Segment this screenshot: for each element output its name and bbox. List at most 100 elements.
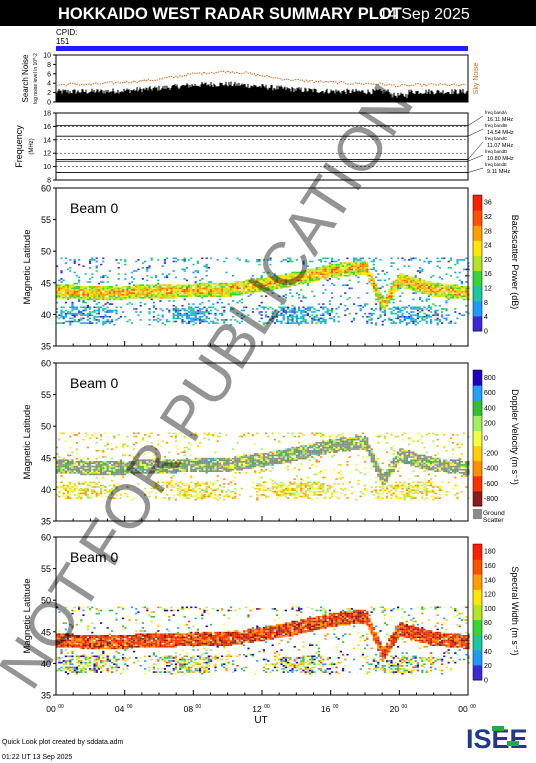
freq-band-connector bbox=[467, 167, 484, 173]
sky-noise-line bbox=[56, 69, 467, 88]
x-tick-sup: 00 bbox=[196, 704, 202, 710]
colorbar-cell bbox=[473, 247, 482, 253]
freq-band-connector bbox=[467, 115, 484, 126]
x-tick-label: 12 bbox=[252, 704, 262, 714]
colorbar-cell bbox=[473, 581, 482, 587]
colorbar-cell bbox=[473, 206, 482, 211]
freq-band-value: 14.54 MHz bbox=[487, 130, 514, 136]
lat-tick-label: 50 bbox=[41, 596, 51, 606]
colorbar-cell bbox=[473, 308, 482, 313]
colorbar-tick-label: 4 bbox=[484, 314, 488, 321]
isee-logo: ISEE bbox=[466, 724, 528, 754]
freq-band-value: 11.07 MHz bbox=[487, 143, 513, 149]
colorbar-cell bbox=[473, 630, 482, 636]
cpid-bar bbox=[56, 46, 468, 51]
lat-tick-label: 40 bbox=[41, 310, 51, 320]
colorbar-tick-label: 20 bbox=[484, 257, 492, 264]
colorbar-cell bbox=[473, 289, 482, 294]
colorbar-cell bbox=[473, 232, 482, 238]
cpid-value: 151 bbox=[56, 37, 70, 46]
colorbar-tick-label: -400 bbox=[484, 466, 498, 473]
colorbar-cell bbox=[473, 426, 482, 431]
freq-band-connector bbox=[467, 128, 484, 137]
colorbar-cell bbox=[473, 578, 482, 583]
freq-band-connector bbox=[467, 141, 484, 160]
plot-date: 14 Sep 2025 bbox=[379, 6, 470, 23]
colorbar-tick-label: 40 bbox=[484, 649, 492, 656]
freq-band-value: 16.11 MHz bbox=[487, 117, 513, 123]
noise-ylabel-sub: log noise level in 10^-2 bbox=[33, 53, 39, 104]
x-tick-label: 08 bbox=[184, 704, 194, 714]
colorbar-cell bbox=[473, 441, 482, 447]
colorbar-cell bbox=[473, 293, 482, 298]
noise-panel: 0 2 4 6 8 10 Search Noise log noise level in 10… bbox=[21, 53, 480, 107]
colorbar-tick-label: 28 bbox=[484, 228, 492, 235]
colorbar-cell bbox=[473, 608, 482, 613]
colorbar-cell bbox=[473, 619, 482, 624]
sky-noise-label: Sky Noise bbox=[473, 63, 480, 95]
colorbar-cell bbox=[473, 278, 482, 283]
lat-tick-label: 60 bbox=[41, 184, 51, 194]
lat-tick-label: 55 bbox=[41, 564, 51, 574]
freq-band-label: freq bandB bbox=[485, 123, 507, 128]
colorbar-cell bbox=[473, 562, 482, 568]
freq-tick-label: 10 bbox=[43, 164, 51, 171]
x-tick-sup: 00 bbox=[402, 704, 408, 710]
colorbar-cell bbox=[473, 213, 482, 219]
colorbar-cell bbox=[473, 449, 482, 454]
colorbar-cell bbox=[473, 585, 482, 590]
noise-tick-label: 2 bbox=[47, 90, 51, 97]
width-panel: 35 40 45 50 55 60 Magnetic Latitude Beam 0 0 20 40… bbox=[22, 533, 520, 701]
colorbar-cell bbox=[473, 668, 482, 673]
colorbar-cell bbox=[473, 195, 482, 200]
x-tick-sup: 00 bbox=[333, 704, 339, 710]
colorbar-cell bbox=[473, 544, 482, 549]
lat-tick-label: 55 bbox=[41, 215, 51, 225]
colorbar-cell bbox=[473, 555, 482, 560]
lat-tick-label: 45 bbox=[41, 627, 51, 637]
colorbar-tick-label: 12 bbox=[484, 286, 492, 293]
colorbar-cell bbox=[473, 323, 482, 328]
freq-band-value: 9.11 MHz bbox=[487, 169, 510, 175]
colorbar-cell bbox=[473, 263, 482, 268]
footer-credit: Quick Look plot created by sddata.adm bbox=[2, 739, 124, 746]
colorbar-cell bbox=[473, 217, 482, 222]
ground-label: Ground bbox=[483, 510, 505, 517]
heatmap-cells bbox=[56, 432, 470, 501]
colorbar-cell bbox=[473, 672, 482, 677]
colorbar-cell bbox=[473, 657, 482, 662]
colorbar-cell bbox=[473, 570, 482, 575]
colorbar-cell bbox=[473, 285, 482, 290]
freq-band-connector bbox=[467, 154, 484, 162]
noise-tick-label: 0 bbox=[47, 100, 51, 107]
freq-tick-label: 8 bbox=[47, 178, 51, 185]
x-tick-label: 00 bbox=[46, 704, 56, 714]
colorbar-cell bbox=[473, 468, 482, 473]
freq-ylabel-unit: (MHz) bbox=[29, 138, 35, 154]
noise-tick-label: 8 bbox=[47, 62, 51, 69]
colorbar-cell bbox=[473, 315, 482, 321]
colorbar-cell bbox=[473, 373, 482, 379]
colorbar-cell bbox=[473, 327, 482, 332]
colorbar-tick-label: 400 bbox=[484, 405, 496, 412]
lat-tick-label: 45 bbox=[41, 453, 51, 463]
colorbar-tick-label: 36 bbox=[484, 200, 492, 207]
lat-tick-label: 50 bbox=[41, 247, 51, 257]
freq-ylabel: Frequency bbox=[14, 125, 24, 168]
colorbar-cell bbox=[473, 676, 482, 681]
colorbar-cell bbox=[473, 604, 482, 609]
noise-tick-label: 4 bbox=[47, 81, 51, 88]
colorbar-cell bbox=[473, 300, 482, 306]
colorbar-cell bbox=[473, 438, 482, 443]
lat-tick-label: 35 bbox=[41, 517, 51, 527]
colorbar-cell bbox=[473, 198, 482, 204]
lat-tick-label: 50 bbox=[41, 422, 51, 432]
colorbar-tick-label: 8 bbox=[484, 300, 488, 307]
x-tick-label: 20 bbox=[390, 704, 400, 714]
colorbar-cell bbox=[473, 411, 482, 416]
freq-tick-label: 12 bbox=[43, 151, 51, 158]
freq-tick-label: 18 bbox=[43, 111, 51, 118]
beam-label: Beam 0 bbox=[70, 200, 118, 216]
colorbar-cell bbox=[473, 638, 482, 643]
